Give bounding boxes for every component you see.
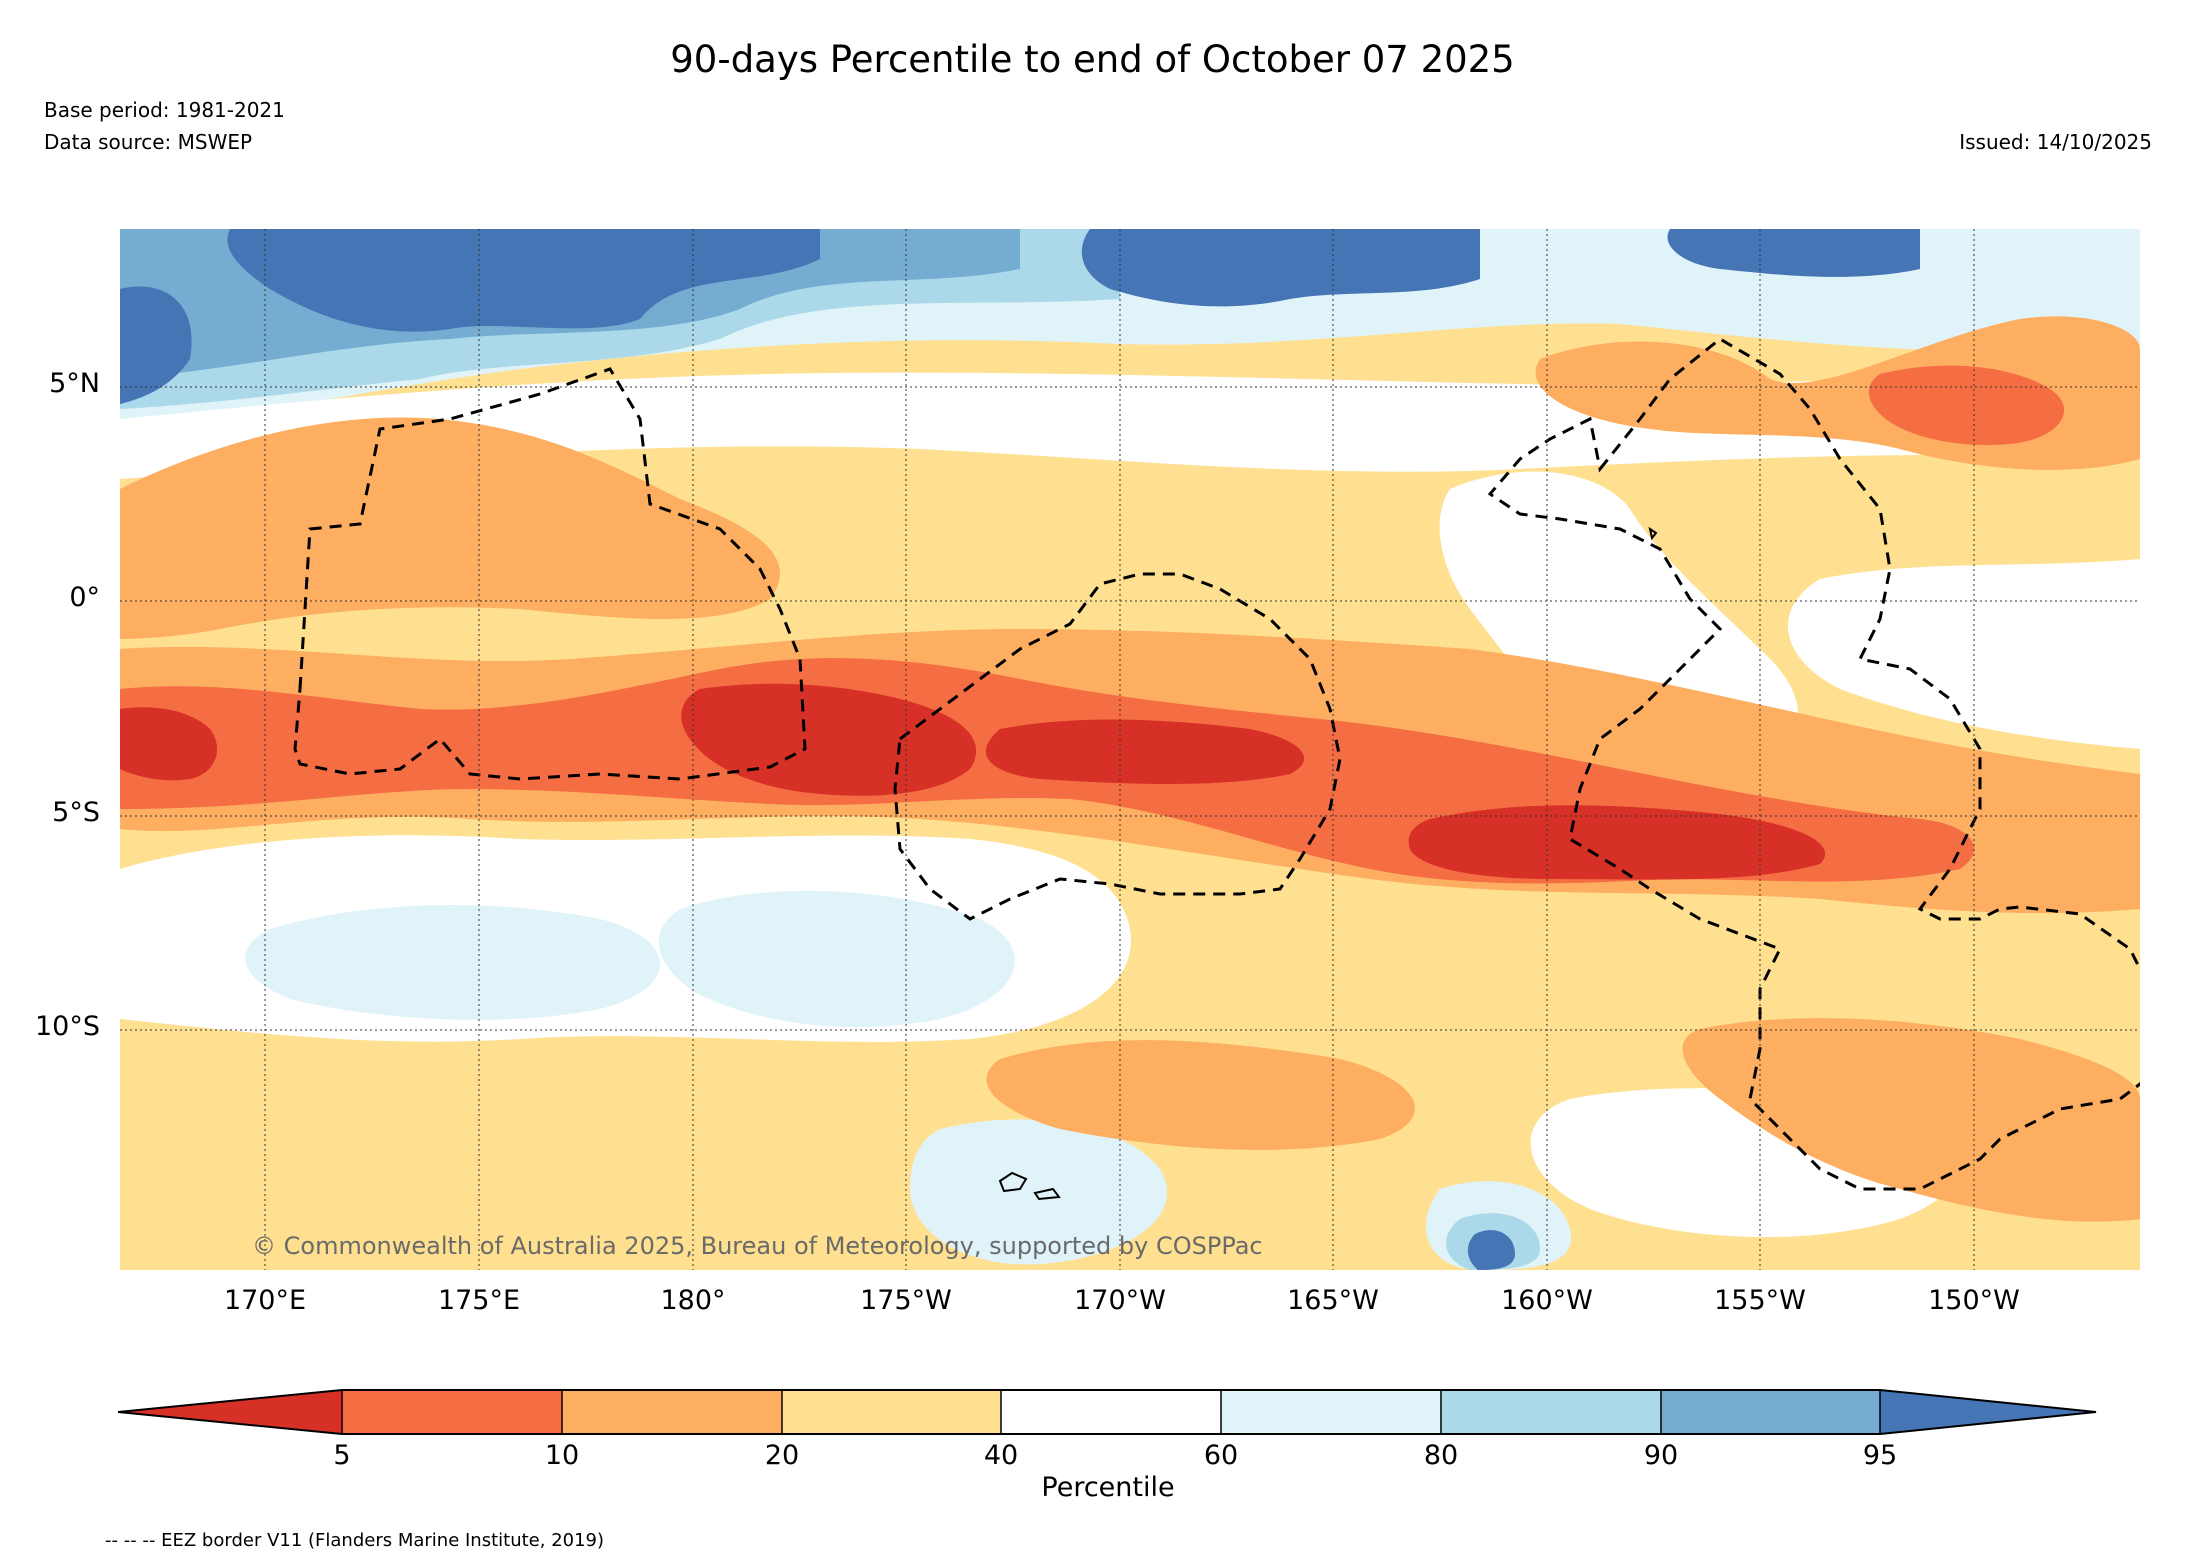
field-60-80-south-2 (658, 890, 1015, 1028)
field-40-60-east-equator (1787, 559, 2140, 749)
colorbar-tick-60: 60 (1203, 1440, 1239, 1471)
lat-label-5s: 5°S (52, 797, 100, 828)
field-lt5-dateline (985, 719, 1305, 784)
field-lt5-east (1408, 805, 1826, 880)
eez-borders (293, 337, 2140, 1191)
lon-label-170e: 170°E (223, 1285, 307, 1316)
lat-label-0: 0° (69, 582, 100, 613)
base-period: Base period: 1981-2021 (44, 98, 285, 122)
colorbar-tick-95: 95 (1862, 1440, 1898, 1471)
colorbar-segment-40-60 (1001, 1390, 1221, 1434)
field-gt95-north-4 (1667, 229, 1920, 277)
colorbar-segment-80-90 (1441, 1390, 1661, 1434)
field-gt95-north-1 (120, 286, 192, 404)
lat-label-10s: 10°S (35, 1011, 100, 1042)
lon-label-180: 180° (660, 1285, 726, 1316)
eez-footnote: -- -- -- EEZ border V11 (Flanders Marine… (105, 1530, 605, 1551)
field-gt95-north-3 (1081, 229, 1480, 307)
field-lt5-west (120, 707, 218, 781)
colorbar-segment-10-20 (562, 1390, 782, 1434)
issued-date: Issued: 14/10/2025 (1959, 130, 2152, 154)
lon-label-160w: 160°W (1501, 1285, 1593, 1316)
copyright-text: © Commonwealth of Australia 2025, Bureau… (252, 1232, 1263, 1260)
lon-label-175w: 175°W (860, 1285, 952, 1316)
page-title: 90-days Percentile to end of October 07 … (670, 38, 1515, 81)
field-5-10-northeast (1868, 365, 2065, 445)
lat-label-5n: 5°N (49, 368, 100, 399)
colorbar-tick-40: 40 (983, 1440, 1019, 1471)
colorbar-segment-20-40 (782, 1390, 1001, 1434)
colorbar-segment-lt5 (118, 1390, 342, 1434)
lon-label-170w: 170°W (1074, 1285, 1166, 1316)
colorbar-dividers (341, 1390, 1881, 1434)
colorbar-segment-gt95 (1880, 1390, 2096, 1434)
island-outline (998, 526, 1658, 1201)
field-60-80-south-1 (245, 905, 660, 1020)
lon-label-165w: 165°W (1287, 1285, 1379, 1316)
lon-label-155w: 155°W (1714, 1285, 1806, 1316)
colorbar-tick-5: 5 (333, 1440, 351, 1471)
colorbar-label: Percentile (1041, 1472, 1175, 1503)
colorbar-tick-90: 90 (1643, 1440, 1679, 1471)
lon-label-175e: 175°E (437, 1285, 521, 1316)
colorbar-segment-5-10 (342, 1390, 562, 1434)
field-gt95-north-2 (227, 229, 821, 332)
data-source: Data source: MSWEP (44, 130, 253, 154)
lon-label-150w: 150°W (1928, 1285, 2020, 1316)
field-10-20-south-1 (986, 1040, 1415, 1150)
colorbar-tick-80: 80 (1423, 1440, 1459, 1471)
colorbar-segment-90-95 (1661, 1390, 1880, 1434)
graticule (120, 229, 2140, 1270)
field-10-20-northwest (120, 417, 780, 639)
percentile-map (120, 229, 2140, 1270)
field-10-20-south-2 (1682, 1018, 2140, 1222)
colorbar-tick-20: 20 (764, 1440, 800, 1471)
colorbar (118, 1389, 2097, 1435)
colorbar-tick-10: 10 (544, 1440, 580, 1471)
field-gt95-south (1467, 1230, 1515, 1270)
colorbar-segment-60-80 (1221, 1390, 1441, 1434)
